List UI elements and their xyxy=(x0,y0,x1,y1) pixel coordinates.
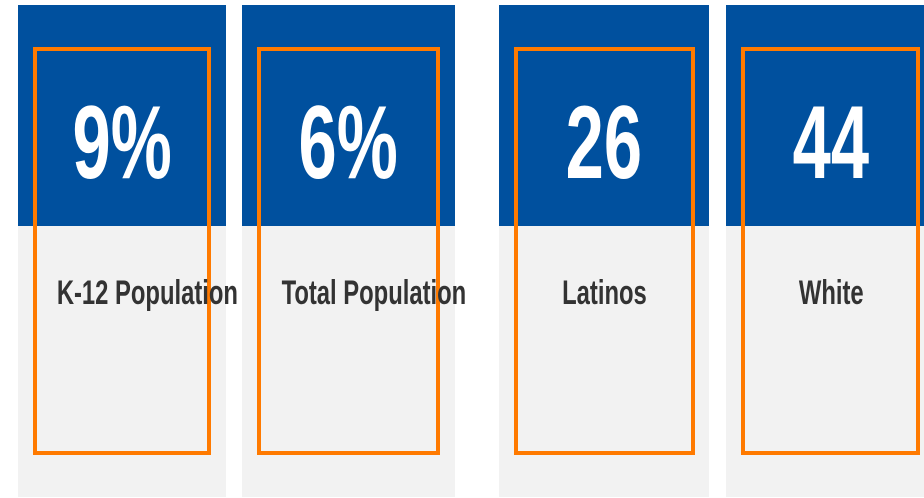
stat-card: 26 Latinos xyxy=(499,5,709,497)
stat-card: 9% K-12 Population xyxy=(18,5,238,497)
stat-value-text: 44 xyxy=(792,85,870,201)
stat-label-text: Latinos xyxy=(561,274,647,312)
stat-card: 6% Total Population xyxy=(242,5,467,497)
stat-value: 44 xyxy=(726,83,924,203)
stat-value: 6% xyxy=(242,83,455,203)
stat-label: Total Population xyxy=(242,273,467,313)
stat-label: K-12 Population xyxy=(18,273,238,313)
highlight-frame xyxy=(33,47,211,455)
card-header xyxy=(499,5,709,226)
stat-label: White xyxy=(726,273,924,313)
card-header xyxy=(726,5,924,226)
highlight-frame xyxy=(514,47,695,455)
stat-label-text: White xyxy=(798,274,864,312)
highlight-frame xyxy=(257,47,440,455)
stat-label-text: K-12 Population xyxy=(56,274,238,312)
stat-value-text: 26 xyxy=(565,85,643,201)
card-header xyxy=(242,5,455,226)
highlight-frame xyxy=(741,47,920,455)
stat-value-text: 6% xyxy=(298,85,399,201)
stat-value: 9% xyxy=(18,83,226,203)
stat-value: 26 xyxy=(499,83,709,203)
stat-label: Latinos xyxy=(499,273,709,313)
card-header xyxy=(18,5,226,226)
stat-label-text: Total Population xyxy=(281,274,467,312)
stat-value-text: 9% xyxy=(72,85,172,201)
stat-card: 44 White xyxy=(726,5,924,497)
